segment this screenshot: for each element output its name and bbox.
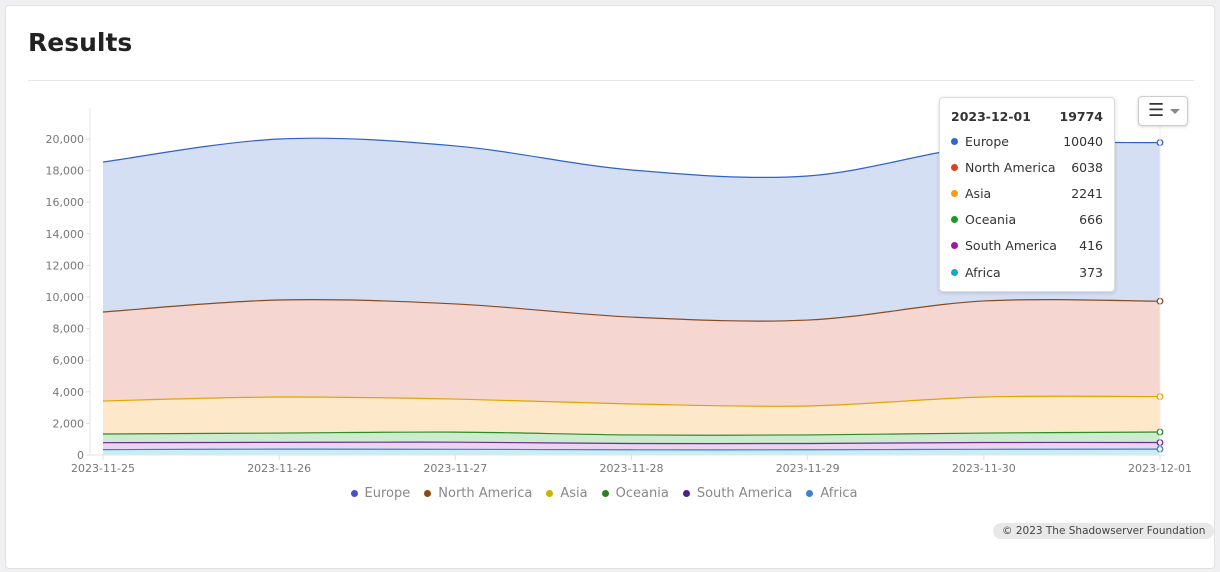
tooltip-series-name: Africa	[965, 264, 1001, 280]
series-dot-icon	[951, 242, 958, 250]
y-tick-label: 18,000	[46, 165, 85, 178]
tooltip-series-name: Oceania	[965, 212, 1017, 228]
x-tick-label: 2023-11-26	[247, 462, 311, 475]
y-tick-label: 4,000	[53, 386, 85, 399]
legend-item[interactable]: South America	[682, 486, 793, 501]
x-tick-label: 2023-11-30	[952, 462, 1016, 475]
x-tick-label: 2023-11-29	[776, 462, 840, 475]
area-asia	[103, 396, 1160, 436]
legend-label: Europe	[364, 486, 411, 501]
chart-menu-button[interactable]: ☰	[1138, 96, 1188, 126]
x-tick-label: 2023-12-01	[1128, 462, 1192, 475]
tooltip-series-value: 10040	[1063, 133, 1103, 149]
legend-item[interactable]: Oceania	[601, 486, 669, 501]
caret-down-icon	[1170, 109, 1180, 114]
line-asia	[102, 395, 1161, 407]
tooltip-series-name: Europe	[965, 133, 1009, 149]
legend-label: North America	[438, 486, 533, 501]
legend-dot-icon	[682, 490, 690, 497]
tooltip-series-name: Asia	[965, 185, 992, 201]
y-tick-label: 6,000	[53, 354, 85, 367]
series-dot-icon	[951, 189, 958, 197]
tooltip-series-value: 666	[1079, 212, 1103, 228]
line-south-america	[102, 441, 1161, 445]
legend-label: Africa	[820, 486, 858, 501]
y-tick-label: 10,000	[46, 291, 85, 304]
series-dot-icon	[951, 216, 958, 224]
tooltip-series-value: 416	[1079, 238, 1103, 254]
divider	[28, 80, 1194, 81]
y-tick-label: 16,000	[46, 196, 85, 209]
legend-item[interactable]: North America	[424, 486, 532, 501]
legend-dot-icon	[546, 490, 554, 497]
line-north-america	[102, 299, 1161, 322]
legend-label: Asia	[560, 486, 588, 501]
legend-label: Oceania	[615, 486, 669, 501]
tooltip-series-value: 2241	[1071, 185, 1103, 201]
area-europe	[103, 138, 1160, 322]
tooltip-total: 19774	[1059, 109, 1104, 124]
area-oceania	[103, 432, 1160, 444]
tooltip-row: North America 6038	[940, 154, 1114, 180]
area-north-america	[103, 299, 1160, 407]
legend-dot-icon	[601, 490, 609, 497]
page-title: Results	[28, 28, 133, 57]
tooltip-date: 2023-12-01	[951, 109, 1031, 124]
tooltip-row: South America 416	[940, 233, 1114, 259]
series-dot-icon	[951, 137, 958, 145]
tooltip-series-name: South America	[965, 238, 1057, 254]
hamburger-menu-icon: ☰	[1148, 100, 1165, 121]
y-tick-label: 8,000	[53, 323, 85, 336]
area-south-america	[103, 442, 1160, 450]
tooltip-row: Oceania 666	[940, 207, 1114, 233]
legend-item[interactable]: Asia	[546, 486, 588, 501]
chart-legend: Europe North America Asia Oceania South Amer…	[0, 486, 1208, 501]
legend-item[interactable]: Europe	[350, 486, 411, 501]
y-tick-label: 0	[77, 449, 84, 462]
tooltip-row: Europe 10040	[940, 128, 1114, 154]
y-tick-label: 12,000	[46, 259, 85, 272]
tooltip-series-value: 6038	[1071, 159, 1103, 175]
chart-tooltip: 2023-12-01 19774 Europe 10040 North America…	[939, 97, 1115, 292]
series-dot-icon	[951, 268, 958, 276]
line-africa	[102, 448, 1161, 451]
line-oceania	[102, 431, 1161, 436]
x-tick-label: 2023-11-28	[600, 462, 664, 475]
tooltip-row: Asia 2241	[940, 180, 1114, 206]
tooltip-series-name: North America	[965, 159, 1056, 175]
legend-dot-icon	[350, 490, 358, 497]
y-tick-label: 2,000	[53, 417, 85, 430]
x-tick-label: 2023-11-25	[71, 462, 135, 475]
area-africa	[103, 449, 1160, 455]
y-tick-label: 20,000	[46, 133, 85, 146]
legend-dot-icon	[806, 490, 814, 497]
tooltip-series-value: 373	[1079, 264, 1103, 280]
tooltip-row: Africa 373	[940, 259, 1114, 285]
credit-badge[interactable]: © 2023 The Shadowserver Foundation	[993, 523, 1215, 539]
legend-dot-icon	[424, 490, 432, 497]
legend-label: South America	[696, 486, 793, 501]
legend-item[interactable]: Africa	[806, 486, 857, 501]
y-tick-label: 14,000	[46, 228, 85, 241]
x-tick-label: 2023-11-27	[423, 462, 487, 475]
series-dot-icon	[951, 163, 958, 171]
